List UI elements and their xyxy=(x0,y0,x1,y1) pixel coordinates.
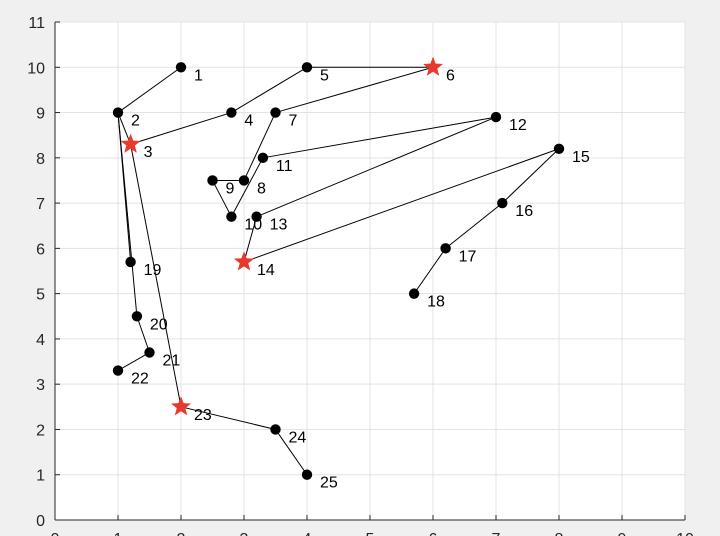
point-23-star-marker xyxy=(170,396,192,416)
point-label-16: 16 xyxy=(515,203,533,220)
edge-7-8 xyxy=(243,112,276,181)
point-label-13: 13 xyxy=(270,217,288,234)
edge-17-18 xyxy=(413,248,447,294)
y-tick-label-9: 9 xyxy=(36,106,45,123)
edge-4-5 xyxy=(231,66,308,113)
edge-3-23 xyxy=(130,144,182,407)
point-label-23: 23 xyxy=(194,407,212,424)
point-label-1: 1 xyxy=(194,67,203,84)
edge-10-11 xyxy=(230,157,264,217)
x-tick-label-9: 9 xyxy=(618,531,627,536)
point-label-3: 3 xyxy=(144,144,153,161)
x-tick-label-5: 5 xyxy=(366,531,375,536)
edge-23-24 xyxy=(180,406,276,430)
point-label-2: 2 xyxy=(131,113,140,130)
point-7-marker xyxy=(270,107,281,118)
edge-16-17 xyxy=(445,202,503,249)
point-25-marker xyxy=(301,469,313,480)
point-label-15: 15 xyxy=(572,149,590,166)
edge-14-15 xyxy=(243,148,560,263)
point-label-14: 14 xyxy=(257,262,275,279)
point-10-marker xyxy=(226,211,237,222)
point-16-marker xyxy=(497,197,508,209)
point-label-4: 4 xyxy=(244,113,253,130)
point-label-18: 18 xyxy=(427,294,445,311)
edge-1-2 xyxy=(117,66,182,113)
x-tick-label-3: 3 xyxy=(240,531,249,536)
point-6-star-marker xyxy=(422,56,444,76)
x-tick-label-6: 6 xyxy=(429,531,438,536)
edge-2-20 xyxy=(117,112,138,317)
point-15-marker xyxy=(553,143,565,154)
y-tick-label-0: 0 xyxy=(36,513,45,530)
y-tick-label-6: 6 xyxy=(36,241,45,258)
edge-13-14 xyxy=(243,216,258,263)
point-20-marker xyxy=(131,311,143,322)
x-tick-label-10: 10 xyxy=(676,531,694,536)
x-tick-label-2: 2 xyxy=(177,531,186,536)
y-tick-label-4: 4 xyxy=(36,332,45,349)
y-tick-label-5: 5 xyxy=(36,287,45,304)
point-label-5: 5 xyxy=(320,67,329,84)
point-1-marker xyxy=(175,62,187,73)
point-label-25: 25 xyxy=(320,475,338,492)
point-label-12: 12 xyxy=(509,117,527,134)
point-label-8: 8 xyxy=(257,180,266,197)
axes: 01234567891011012345678910 xyxy=(27,15,694,536)
point-5-marker xyxy=(301,62,313,73)
point-12-marker xyxy=(490,111,502,123)
y-tick-label-11: 11 xyxy=(28,15,45,32)
edge-3-4 xyxy=(130,112,232,145)
point-label-6: 6 xyxy=(446,67,455,84)
x-tick-label-4: 4 xyxy=(303,531,312,536)
y-tick-label-7: 7 xyxy=(36,196,45,213)
point-24-marker xyxy=(270,424,281,435)
edge-21-22 xyxy=(117,352,150,372)
edge-11-12 xyxy=(262,116,497,159)
edge-2-3 xyxy=(117,112,132,145)
point-17-marker xyxy=(440,243,451,254)
edge-9-10 xyxy=(212,180,232,217)
point-2-marker xyxy=(112,107,124,118)
point-label-10: 10 xyxy=(244,217,262,234)
point-label-20: 20 xyxy=(150,316,168,333)
point-label-7: 7 xyxy=(289,113,298,130)
point-markers xyxy=(112,56,565,480)
point-22-marker xyxy=(112,365,124,376)
point-9-marker xyxy=(207,175,218,186)
x-tick-label-0: 0 xyxy=(51,531,60,536)
edge-12-13 xyxy=(256,116,497,218)
x-tick-label-8: 8 xyxy=(555,531,564,536)
point-18-marker xyxy=(408,288,420,299)
point-label-21: 21 xyxy=(163,352,181,369)
y-tick-label-8: 8 xyxy=(36,151,45,168)
y-tick-label-10: 10 xyxy=(27,60,45,77)
y-tick-label-1: 1 xyxy=(36,468,45,485)
point-label-24: 24 xyxy=(289,429,307,446)
edge-15-16 xyxy=(501,148,560,204)
point-4-marker xyxy=(226,107,237,118)
point-label-11: 11 xyxy=(276,158,293,175)
edge-6-7 xyxy=(275,66,434,114)
point-8-marker xyxy=(238,175,250,186)
point-11-marker xyxy=(257,152,269,164)
point-19-marker xyxy=(125,256,136,268)
x-tick-label-1: 1 xyxy=(114,531,123,536)
edge-20-21 xyxy=(136,316,150,353)
edge-24-25 xyxy=(275,429,308,476)
point-3-star-marker xyxy=(120,133,141,153)
point-label-19: 19 xyxy=(144,262,162,279)
point-label-17: 17 xyxy=(459,248,477,265)
x-tick-label-7: 7 xyxy=(492,531,501,536)
point-label-9: 9 xyxy=(226,180,235,197)
point-21-marker xyxy=(144,347,155,358)
point-label-22: 22 xyxy=(131,371,149,388)
y-tick-label-3: 3 xyxy=(36,377,45,394)
point-13-marker xyxy=(251,211,262,222)
point-14-star-marker xyxy=(233,251,255,271)
connection-lines xyxy=(117,66,560,476)
y-tick-label-2: 2 xyxy=(36,422,45,439)
